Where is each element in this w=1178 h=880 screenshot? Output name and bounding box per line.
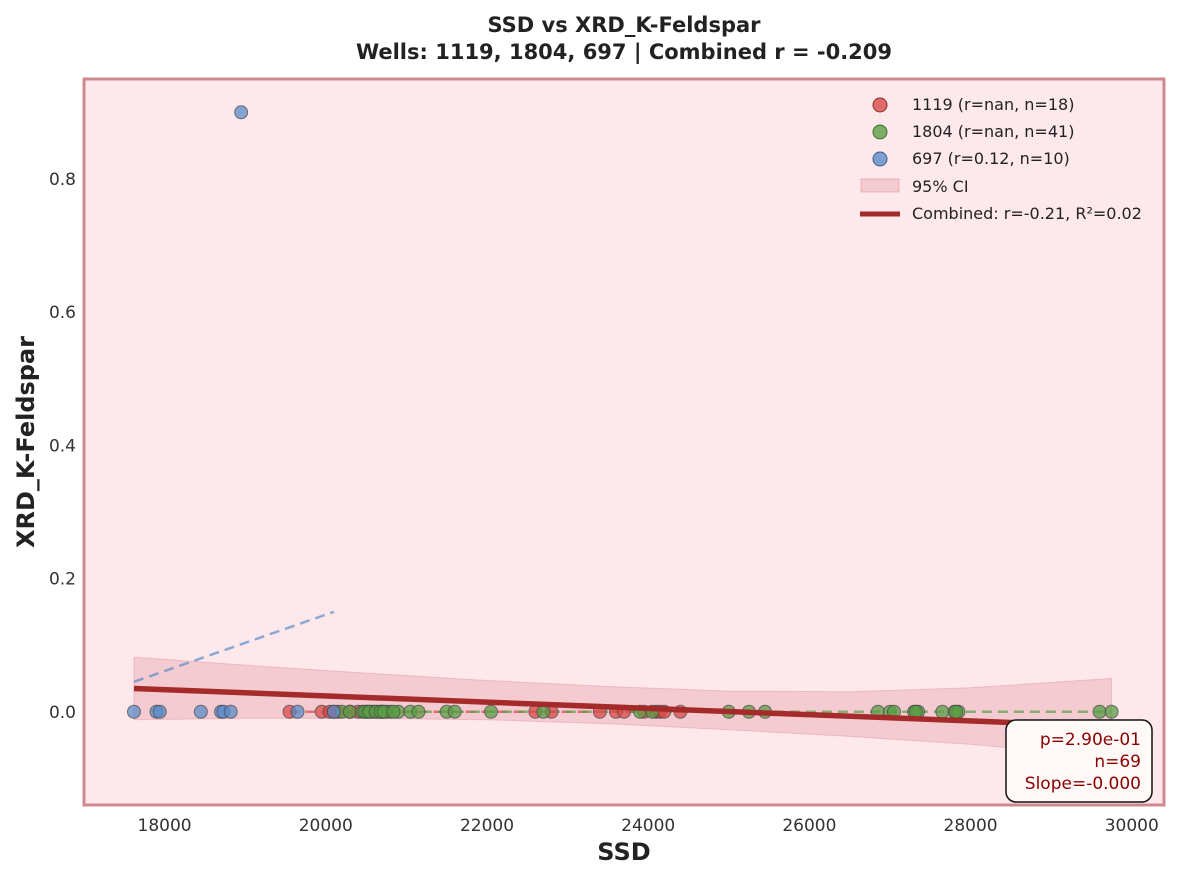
data-point-series-1: [411, 704, 426, 719]
data-point-series-2: [290, 704, 305, 719]
y-tick-label: 0.4: [49, 436, 76, 456]
legend-label-1119: 1119 (r=nan, n=18): [912, 95, 1074, 114]
stats-box: p=2.90e-01 n=69 Slope=-0.000: [1005, 719, 1153, 803]
legend-label-ci: 95% CI: [912, 177, 969, 196]
legend-label-1804: 1804 (r=nan, n=41): [912, 122, 1074, 141]
stats-p-value: p=2.90e-01: [1040, 730, 1141, 750]
y-tick-label: 0.2: [49, 570, 76, 590]
stats-n: n=69: [1094, 752, 1141, 772]
x-tick-label: 30000: [1105, 816, 1159, 836]
data-point-series-1: [1104, 704, 1119, 719]
data-point-series-1: [386, 704, 401, 719]
data-point-series-2: [326, 704, 341, 719]
data-point-series-2: [126, 704, 141, 719]
x-axis-label: SSD: [597, 838, 650, 866]
combined-fit-line: [133, 685, 1112, 730]
data-point-series-1: [1092, 704, 1107, 719]
data-point-series-2: [234, 105, 249, 120]
y-axis-ticks: 0.0 0.2 0.4 0.6 0.8: [49, 170, 76, 723]
x-tick-label: 22000: [460, 816, 514, 836]
y-tick-label: 0.0: [49, 703, 76, 723]
legend-marker-1804: [872, 124, 888, 140]
chart-subtitle: Wells: 1119, 1804, 697 | Combined r = -0…: [356, 40, 892, 65]
legend-marker-ci: [860, 178, 900, 193]
x-tick-label: 20000: [299, 816, 353, 836]
data-point-series-1: [447, 704, 462, 719]
data-point-series-1: [484, 704, 499, 719]
chart-title: SSD vs XRD_K-Feldspar: [487, 13, 761, 37]
x-axis-ticks: 18000 20000 22000 24000 26000 28000 30000: [138, 816, 1159, 836]
x-tick-label: 24000: [621, 816, 675, 836]
data-point-series-1: [949, 704, 964, 719]
data-point-series-2: [152, 704, 167, 719]
y-tick-label: 0.6: [49, 303, 76, 323]
data-point-series-2: [223, 704, 238, 719]
y-axis-label: XRD_K-Feldspar: [12, 336, 40, 548]
data-point-series-2: [193, 704, 208, 719]
legend-label-combined-fit: Combined: r=-0.21, R²=0.02: [912, 204, 1142, 223]
trend-line-series-2: [133, 610, 335, 683]
legend: 1119 (r=nan, n=18) 1804 (r=nan, n=41) 69…: [860, 95, 1142, 223]
stats-slope: Slope=-0.000: [1025, 774, 1141, 794]
combined-fit-layer: [133, 685, 1112, 730]
legend-label-697: 697 (r=0.12, n=10): [912, 149, 1070, 168]
legend-marker-1119: [872, 97, 888, 113]
plot-area: [84, 79, 1164, 805]
stats-box-frame: [1005, 719, 1153, 803]
legend-marker-697: [872, 151, 888, 167]
x-tick-label: 26000: [782, 816, 836, 836]
data-point-series-1: [935, 704, 950, 719]
plot-frame: [82, 77, 1166, 807]
y-tick-label: 0.8: [49, 170, 76, 190]
x-tick-label: 28000: [944, 816, 998, 836]
x-tick-label: 18000: [138, 816, 192, 836]
data-point-series-1: [342, 704, 357, 719]
